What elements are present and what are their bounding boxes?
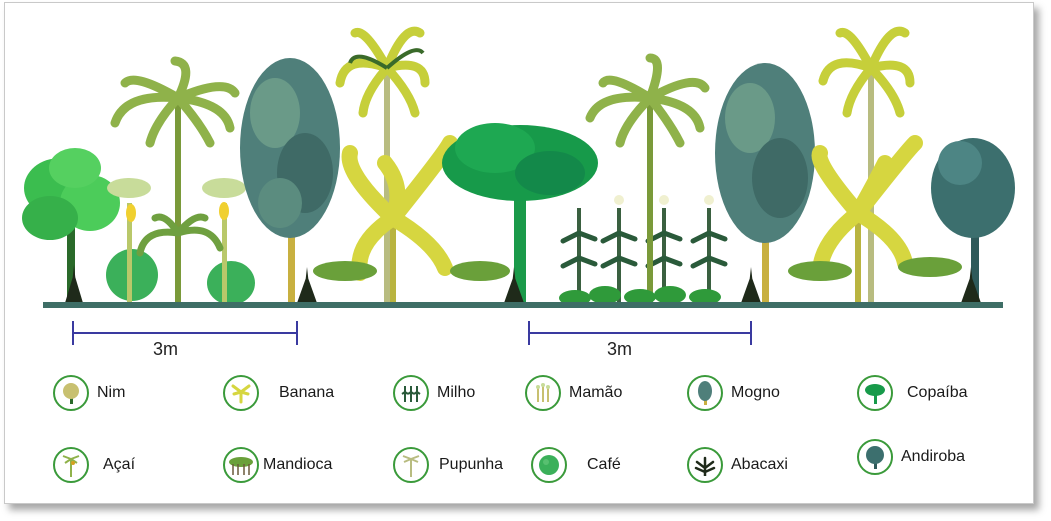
scale-bar-left: [72, 321, 298, 345]
legend-label: Banana: [279, 384, 335, 401]
legend-item-andiroba: Andiroba: [857, 439, 965, 475]
scale-label-left: 3m: [153, 339, 179, 359]
legend-label: Pupunha: [439, 456, 504, 473]
legend-label: Nim: [97, 384, 126, 401]
scale-label-right: 3m: [607, 339, 633, 359]
copaiba-tree-illustration: [442, 123, 598, 303]
legend-item-mamao: Mamão: [525, 375, 622, 411]
acai-palm-illustration: [110, 56, 240, 303]
agroforestry-scene: [22, 26, 1015, 345]
ground-line: [43, 302, 1003, 308]
legend-item-acai: Açaí: [53, 447, 135, 483]
legend-label: Mamão: [569, 384, 623, 401]
peach-palm-icon: [393, 447, 429, 483]
cassava-plants-illustration: [313, 257, 962, 281]
nim-tree-icon: [53, 375, 89, 411]
legend-item-milho: Milho: [393, 375, 475, 411]
banana-plant-icon: [223, 375, 259, 411]
peach-palm-illustration: [335, 26, 430, 303]
legend-label: Açaí: [103, 456, 136, 473]
legend-label: Milho: [437, 384, 476, 401]
pineapple-plants-illustration: [65, 265, 981, 303]
acai-palm-illustration-center: [585, 53, 710, 303]
coffee-row-illustration: [559, 286, 721, 306]
diagram-frame: 3m 3m Nim Banana Milho Mamão Mogno Copaí…: [4, 2, 1034, 504]
legend-item-cafe: Café: [531, 447, 621, 483]
coffee-plant-icon: [531, 447, 567, 483]
corn-row-illustration: [560, 195, 728, 303]
legend-item-abacaxi: Abacaxi: [687, 447, 788, 483]
legend-item-nim: Nim: [53, 375, 125, 411]
mahogany-tree-illustration-right: [715, 63, 815, 303]
legend-label: Mandioca: [263, 456, 333, 473]
papaya-tree-illustration: [107, 178, 246, 303]
mahogany-tree-illustration: [240, 58, 340, 303]
papaya-tree-icon: [525, 375, 561, 411]
legend-item-copaiba: Copaíba: [857, 375, 968, 411]
legend-item-pupunha: Pupunha: [393, 447, 503, 483]
legend-item-banana: Banana: [223, 375, 334, 411]
legend-item-mogno: Mogno: [687, 375, 780, 411]
legend-label: Café: [587, 456, 621, 473]
legend-label: Andiroba: [901, 448, 966, 465]
pineapple-plant-icon: [687, 447, 723, 483]
scale-bar-right: [528, 321, 752, 345]
copaiba-tree-icon: [857, 375, 893, 411]
legend-label: Copaíba: [907, 384, 968, 401]
andiroba-tree-icon: [857, 439, 893, 475]
mahogany-tree-icon: [687, 375, 723, 411]
legend-item-mandioca: Mandioca: [223, 447, 332, 483]
corn-plant-icon: [393, 375, 429, 411]
andiroba-tree-illustration: [931, 138, 1015, 303]
banana-plant-illustration: [341, 135, 458, 303]
banana-plant-illustration-right: [811, 135, 923, 303]
nim-tree-illustration: [22, 148, 120, 303]
cassava-plant-icon: [223, 447, 259, 483]
acai-palm-icon: [53, 447, 89, 483]
legend-label: Mogno: [731, 384, 780, 401]
legend-label: Abacaxi: [731, 456, 788, 473]
